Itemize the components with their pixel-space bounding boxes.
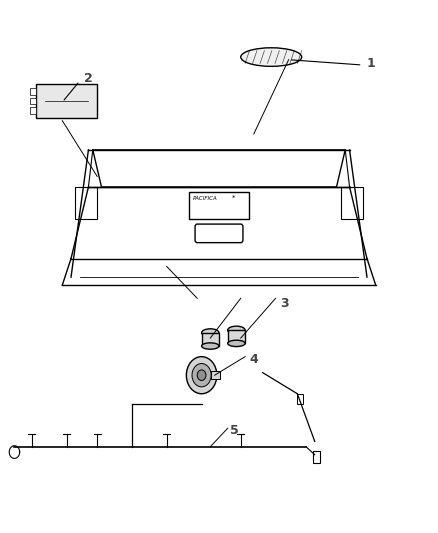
Text: 3: 3 — [280, 297, 289, 310]
Circle shape — [186, 357, 217, 394]
FancyBboxPatch shape — [195, 224, 243, 243]
Text: 5: 5 — [230, 424, 239, 438]
FancyBboxPatch shape — [297, 394, 303, 405]
Ellipse shape — [241, 48, 302, 66]
FancyBboxPatch shape — [30, 108, 36, 114]
FancyBboxPatch shape — [341, 187, 363, 219]
Ellipse shape — [201, 329, 219, 337]
FancyBboxPatch shape — [30, 98, 36, 104]
Ellipse shape — [228, 340, 245, 346]
FancyBboxPatch shape — [188, 192, 250, 219]
Text: 1: 1 — [367, 57, 376, 70]
Circle shape — [192, 364, 211, 387]
Text: 4: 4 — [250, 353, 258, 366]
Circle shape — [197, 370, 206, 381]
Ellipse shape — [201, 343, 219, 349]
FancyBboxPatch shape — [201, 333, 219, 346]
FancyBboxPatch shape — [30, 88, 36, 95]
FancyBboxPatch shape — [36, 84, 97, 118]
FancyBboxPatch shape — [313, 451, 321, 463]
Text: 2: 2 — [84, 72, 93, 85]
FancyBboxPatch shape — [211, 371, 220, 379]
FancyBboxPatch shape — [75, 187, 97, 219]
Text: PACIFICA: PACIFICA — [193, 196, 218, 201]
Text: *: * — [232, 195, 236, 201]
FancyBboxPatch shape — [228, 330, 245, 343]
Ellipse shape — [228, 326, 245, 334]
